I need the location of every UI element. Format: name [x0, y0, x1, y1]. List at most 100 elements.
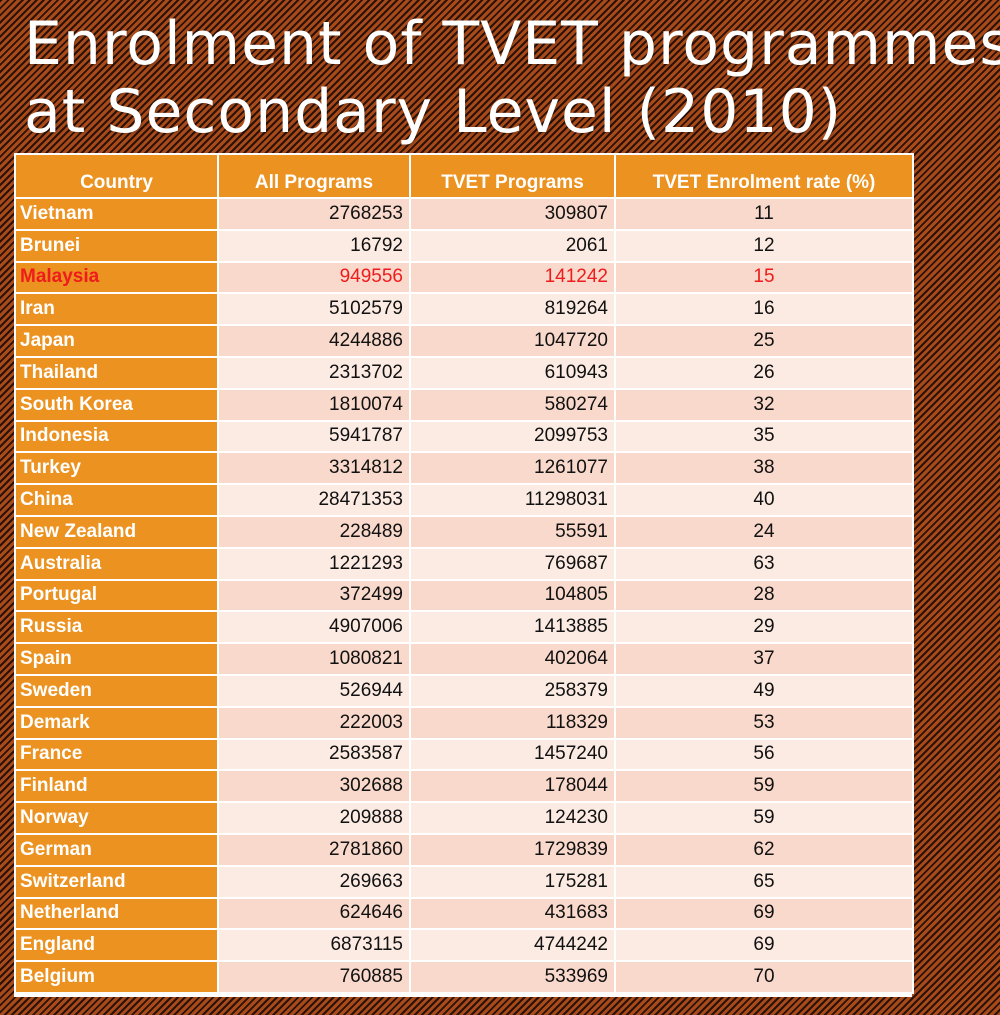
tvet-programs-cell: 610943	[409, 355, 616, 390]
country-cell: Belgium	[14, 960, 219, 994]
all-programs-cell: 28471353	[217, 483, 411, 517]
tvet-programs-cell: 55591	[409, 514, 616, 549]
all-programs-cell: 4907006	[217, 610, 411, 645]
tvet-rate-cell: 62	[614, 832, 914, 867]
all-programs-cell: 269663	[217, 864, 411, 899]
enrolment-table: Country All Programs TVET Programs TVET …	[14, 153, 914, 994]
country-cell: Switzerland	[14, 864, 219, 899]
table-row: Netherland 624646 431683 69	[14, 896, 914, 931]
all-programs-cell: 2313702	[217, 355, 411, 390]
all-programs-cell: 3314812	[217, 451, 411, 486]
tvet-rate-cell: 37	[614, 642, 914, 676]
country-cell: Demark	[14, 705, 219, 740]
tvet-rate-cell: 26	[614, 355, 914, 390]
tvet-rate-cell: 15	[614, 260, 914, 295]
tvet-rate-cell: 63	[614, 546, 914, 581]
table-row: German 2781860 1729839 62	[14, 832, 914, 867]
all-programs-cell: 949556	[217, 260, 411, 295]
table-row: France 2583587 1457240 56	[14, 737, 914, 772]
table-row: New Zealand 228489 55591 24	[14, 514, 914, 549]
table-row: Sweden 526944 258379 49	[14, 673, 914, 708]
tvet-rate-cell: 32	[614, 387, 914, 422]
tvet-programs-cell: 769687	[409, 546, 616, 581]
table-row: England 6873115 4744242 69	[14, 928, 914, 963]
table-body: Vietnam 2768253 309807 11 Brunei 16792 2061 12 M…	[14, 197, 914, 994]
all-programs-cell: 228489	[217, 514, 411, 549]
table-row: Portugal 372499 104805 28	[14, 578, 914, 613]
tvet-rate-cell: 40	[614, 483, 914, 517]
all-programs-cell: 2781860	[217, 832, 411, 867]
tvet-rate-cell: 35	[614, 419, 914, 454]
country-cell: Iran	[14, 292, 219, 327]
all-programs-cell: 1080821	[217, 642, 411, 676]
country-cell: Japan	[14, 324, 219, 358]
all-programs-cell: 2768253	[217, 197, 411, 231]
table-row: Turkey 3314812 1261077 38	[14, 451, 914, 486]
table-row: Australia 1221293 769687 63	[14, 546, 914, 581]
tvet-programs-cell: 533969	[409, 960, 616, 994]
tvet-programs-cell: 141242	[409, 260, 616, 295]
tvet-programs-cell: 2061	[409, 228, 616, 263]
tvet-rate-cell: 69	[614, 928, 914, 963]
all-programs-cell: 222003	[217, 705, 411, 740]
all-programs-cell: 6873115	[217, 928, 411, 963]
header-country: Country	[14, 153, 219, 199]
tvet-programs-cell: 11298031	[409, 483, 616, 517]
tvet-rate-cell: 49	[614, 673, 914, 708]
country-cell: Brunei	[14, 228, 219, 263]
table-header-row: Country All Programs TVET Programs TVET …	[14, 153, 914, 199]
tvet-rate-cell: 25	[614, 324, 914, 358]
table-row: Belgium 760885 533969 70	[14, 960, 914, 994]
slide-title: Enrolment of TVET programmes at Secondar…	[24, 9, 1000, 147]
country-cell: Australia	[14, 546, 219, 581]
table-row: Finland 302688 178044 59	[14, 769, 914, 804]
tvet-programs-cell: 580274	[409, 387, 616, 422]
table-row: Switzerland 269663 175281 65	[14, 864, 914, 899]
tvet-programs-cell: 124230	[409, 801, 616, 835]
tvet-programs-cell: 178044	[409, 769, 616, 804]
tvet-rate-cell: 53	[614, 705, 914, 740]
country-cell: Vietnam	[14, 197, 219, 231]
table-row: Russia 4907006 1413885 29	[14, 610, 914, 645]
header-all-programs: All Programs	[217, 153, 411, 199]
tvet-rate-cell: 59	[614, 769, 914, 804]
tvet-programs-cell: 431683	[409, 896, 616, 931]
tvet-rate-cell: 12	[614, 228, 914, 263]
header-tvet-programs: TVET Programs	[409, 153, 616, 199]
title-line-1: Enrolment of TVET programmes	[24, 9, 1000, 79]
table-row: Vietnam 2768253 309807 11	[14, 197, 914, 231]
country-cell: Portugal	[14, 578, 219, 613]
country-cell: Netherland	[14, 896, 219, 931]
country-cell: Norway	[14, 801, 219, 835]
table-row: Demark 222003 118329 53	[14, 705, 914, 740]
country-cell: Sweden	[14, 673, 219, 708]
table-row: Thailand 2313702 610943 26	[14, 355, 914, 390]
tvet-programs-cell: 1261077	[409, 451, 616, 486]
tvet-programs-cell: 1047720	[409, 324, 616, 358]
country-cell: South Korea	[14, 387, 219, 422]
tvet-rate-cell: 59	[614, 801, 914, 835]
tvet-rate-cell: 70	[614, 960, 914, 994]
country-cell: Thailand	[14, 355, 219, 390]
country-cell: German	[14, 832, 219, 867]
country-cell: Spain	[14, 642, 219, 676]
all-programs-cell: 5102579	[217, 292, 411, 327]
title-line-2: at Secondary Level (2010)	[24, 77, 843, 147]
tvet-programs-cell: 1729839	[409, 832, 616, 867]
country-cell: France	[14, 737, 219, 772]
all-programs-cell: 624646	[217, 896, 411, 931]
table-row: Norway 209888 124230 59	[14, 801, 914, 835]
header-tvet-rate: TVET Enrolment rate (%)	[614, 153, 914, 199]
enrolment-table-container: Country All Programs TVET Programs TVET …	[14, 153, 914, 997]
table-row: Malaysia 949556 141242 15	[14, 260, 914, 295]
table-row: Iran 5102579 819264 16	[14, 292, 914, 327]
all-programs-cell: 1810074	[217, 387, 411, 422]
all-programs-cell: 760885	[217, 960, 411, 994]
tvet-rate-cell: 56	[614, 737, 914, 772]
table-row: China 28471353 11298031 40	[14, 483, 914, 517]
tvet-programs-cell: 819264	[409, 292, 616, 327]
tvet-programs-cell: 104805	[409, 578, 616, 613]
country-cell: China	[14, 483, 219, 517]
tvet-programs-cell: 258379	[409, 673, 616, 708]
table-row: Indonesia 5941787 2099753 35	[14, 419, 914, 454]
